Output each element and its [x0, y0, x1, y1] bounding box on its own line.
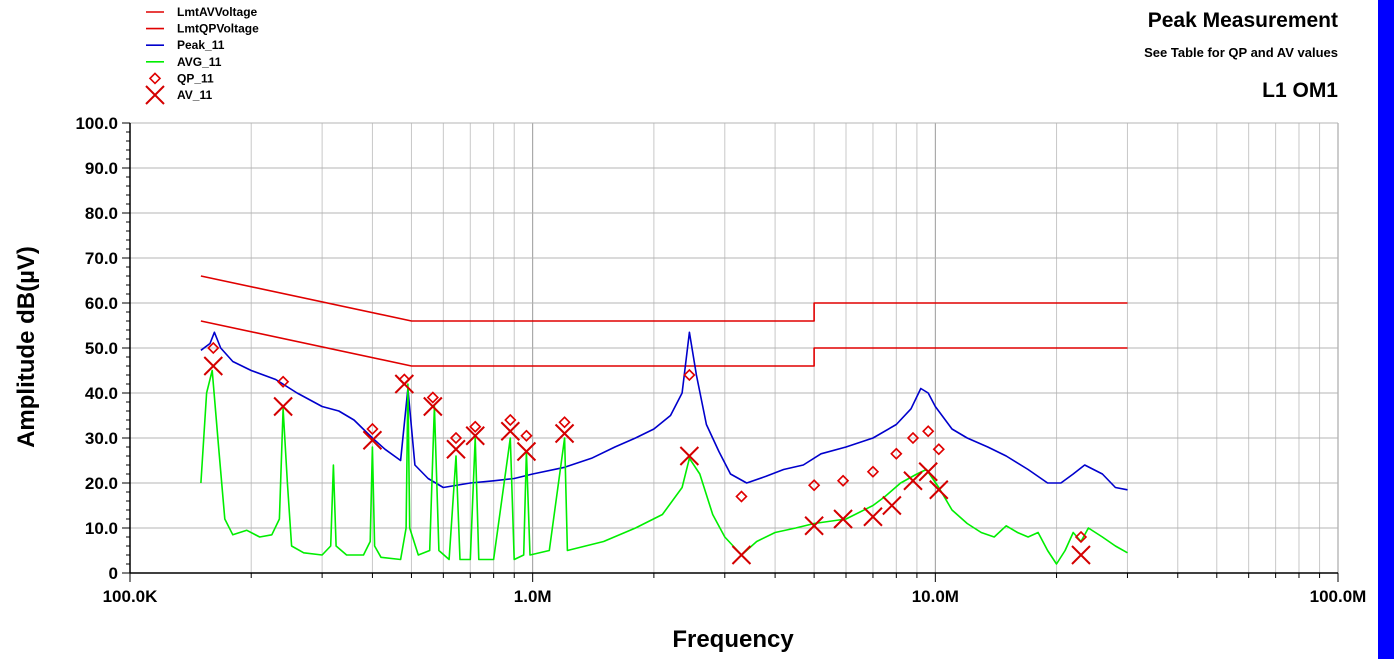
av-marker — [273, 396, 293, 417]
av-marker — [929, 480, 949, 500]
y-tick-label: 0 — [109, 564, 118, 583]
x-tick-label: 10.0M — [912, 587, 959, 606]
av-marker — [903, 471, 923, 491]
axes: 0 10.0 20.0 30.0 40.0 50.0 60.0 70.0 80.0 90.0 100… — [75, 114, 1366, 606]
x-tick-label: 100.0K — [103, 587, 159, 606]
y-tick-label: 30.0 — [85, 429, 118, 448]
legend-item: Peak_11 — [146, 38, 225, 52]
qp-marker — [366, 422, 379, 436]
av-marker — [804, 516, 824, 536]
legend-item: LmtAVVoltage — [146, 5, 258, 19]
qp-marker — [890, 447, 903, 460]
av-marker — [731, 545, 752, 565]
qp-marker — [426, 391, 439, 404]
qp-marker — [504, 413, 517, 427]
av-marker — [516, 441, 537, 462]
chart-title-2: L1 OM1 — [1262, 79, 1338, 102]
legend: LmtAVVoltage LmtQPVoltage Peak_11 AVG_11 QP_… — [145, 5, 259, 105]
legend-label: LmtQPVoltage — [177, 22, 259, 36]
legend-label: Peak_11 — [177, 38, 225, 52]
av-marker — [446, 439, 466, 459]
qp-marker — [449, 431, 463, 445]
av-marker — [918, 462, 938, 482]
series-line-lmtqpvoltage — [200, 275, 1128, 322]
legend-item: AV_11 — [145, 85, 212, 105]
y-tick-label: 40.0 — [85, 384, 118, 403]
av-marker — [362, 430, 383, 450]
y-tick-label: 100.0 — [75, 114, 118, 133]
y-tick-label: 50.0 — [85, 339, 118, 358]
x-tick-label: 1.0M — [514, 587, 552, 606]
qp-marker — [906, 431, 920, 445]
qp-marker — [520, 429, 533, 442]
y-tick-label: 70.0 — [85, 249, 118, 268]
limit-lines — [200, 275, 1128, 367]
av-marker — [500, 421, 521, 441]
qp-marker — [922, 425, 935, 438]
legend-item: QP_11 — [148, 71, 214, 85]
y-tick-label: 20.0 — [85, 474, 118, 493]
av-marker — [863, 507, 883, 527]
legend-label: QP_11 — [177, 71, 214, 85]
series-line-peak-11 — [200, 331, 1128, 491]
y-tick-label: 80.0 — [85, 204, 118, 223]
qp-marker — [866, 465, 880, 478]
av-marker — [882, 495, 902, 516]
x-axis-label: Frequency — [672, 626, 794, 653]
legend-item: LmtQPVoltage — [146, 22, 259, 36]
qp-marker — [1074, 530, 1088, 544]
qp-marker — [683, 368, 696, 382]
qp-marker — [836, 474, 850, 487]
qp-marker — [807, 479, 821, 492]
av-marker — [1071, 545, 1091, 565]
qp-marker — [735, 490, 748, 503]
legend-label: LmtAVVoltage — [177, 5, 258, 19]
measurement-traces — [200, 331, 1128, 565]
av-marker — [423, 396, 443, 417]
qp-marker — [469, 420, 482, 433]
legend-label: AVG_11 — [177, 55, 222, 69]
qp-marker — [558, 416, 571, 429]
measurement-markers — [203, 341, 1091, 565]
qp-marker — [207, 341, 220, 355]
y-tick-label: 90.0 — [85, 159, 118, 178]
av-marker — [679, 446, 700, 466]
window-edge-bar — [1378, 0, 1394, 659]
plot-grid — [129, 122, 1339, 574]
series-line-lmtavvoltage — [200, 320, 1128, 367]
av-marker — [465, 426, 485, 446]
qp-marker — [932, 443, 945, 456]
av-marker — [145, 85, 165, 105]
chart-subtitle: See Table for QP and AV values — [1144, 45, 1338, 60]
series-line-avg-11 — [200, 369, 1128, 565]
legend-item: AVG_11 — [146, 55, 222, 69]
av-marker — [394, 374, 415, 394]
qp-marker — [276, 375, 290, 388]
y-tick-label: 10.0 — [85, 519, 118, 538]
av-marker — [554, 423, 575, 444]
legend-label: AV_11 — [177, 88, 212, 102]
y-axis-label: Amplitude dB(µV) — [13, 246, 40, 448]
x-tick-label: 100.0M — [1310, 587, 1367, 606]
av-marker — [833, 509, 853, 529]
chart-title: Peak Measurement — [1148, 9, 1338, 32]
y-tick-label: 60.0 — [85, 294, 118, 313]
qp-marker — [148, 72, 162, 85]
av-marker — [203, 356, 223, 376]
